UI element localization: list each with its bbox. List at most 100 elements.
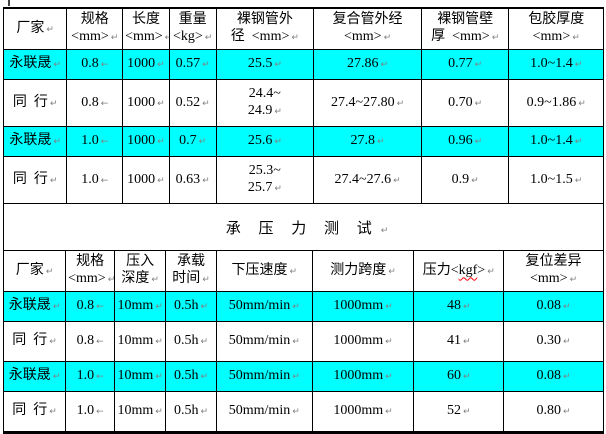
table-row: 永联晟 ↵ 1.0 ← 10mm ↵ 0.5h ↵ 50mm/min ↵ 1000mm ↵ 60 ↵ 0.0… <box>4 361 603 392</box>
column-header: 压入 深度 ↵ <box>114 250 167 292</box>
paragraph-mark: ↵ <box>474 60 483 70</box>
paragraph-mark: ↵ <box>274 107 282 117</box>
table-row: 永联晟 ↵ 1.0 ← 1000 ↵ 0.7 ↵ 25.6 ↵ 27.8 ↵ 0.96 ↵ 1.0~1.4 ↵ <box>4 126 603 157</box>
table-cell: 27.86 ↵ <box>313 49 422 80</box>
section-title-text: 承 压 力 测 试 <box>225 221 379 237</box>
table-cell: 1.0 ← <box>65 361 116 392</box>
paragraph-mark: ↵ <box>572 33 580 43</box>
paragraph-mark: ↵ <box>157 175 165 186</box>
paragraph-mark: ↵ <box>380 226 389 236</box>
paragraph-mark: ↵ <box>198 137 207 147</box>
paragraph-mark: ↵ <box>53 137 61 147</box>
table-cell: 25.6 ↵ <box>215 126 315 157</box>
table-cell: 同 行 ↵ <box>4 391 67 432</box>
table-cell: 0.8 ← <box>65 291 116 322</box>
paragraph-mark: ↵ <box>52 302 61 312</box>
document-page: 厂家↵规格 <mm>↵长度 <mm>↵重量 <kg>↵裸钢管外 径 <mm>↵复… <box>3 0 604 434</box>
paragraph-mark: ↵ <box>202 98 210 109</box>
table-cell: 0.63 ↵ <box>168 156 217 204</box>
paragraph-mark: ↵ <box>563 407 571 417</box>
table-cell: 0.7 ↵ <box>168 126 217 157</box>
column-header: 复位差异 <mm> ↵ <box>503 250 603 292</box>
table-row: 同 行 ↵ 0.8 ← 1000 ↵ 0.52 ↵ 24.4~ 24.9 ↵ 27.4~27.80 ↵… <box>4 79 603 127</box>
paragraph-mark-tick <box>8 0 10 6</box>
paragraph-mark: ↵ <box>274 60 282 70</box>
paragraph-mark: ↵ <box>462 372 471 382</box>
paragraph-mark: ↵ <box>292 407 300 417</box>
table-row: 永联晟 ↵ 0.8 ← 10mm ↵ 0.5h ↵ 50mm/min ↵ 1000mm ↵ 48 ↵ 0.0… <box>4 291 603 322</box>
paragraph-mark: ↵ <box>155 337 163 347</box>
paragraph-mark: ↵ <box>45 266 54 277</box>
table-cell: 1000mm ↵ <box>311 291 415 322</box>
paragraph-mark: ↵ <box>393 175 401 186</box>
paragraph-mark: ↵ <box>474 98 483 109</box>
column-header: 压力<kgf> ↵ <box>413 250 505 292</box>
table-cell: 同 行 ↵ <box>4 321 67 362</box>
column-header: 厂家 ↵ <box>4 8 68 50</box>
paragraph-mark: ↵ <box>383 33 392 43</box>
paragraph-mark: ↵ <box>462 407 471 417</box>
paragraph-mark: ↵ <box>200 372 208 382</box>
paragraph-mark: ↵ <box>155 372 163 382</box>
table-cell: 永联晟 ↵ <box>4 361 67 392</box>
column-header: 复合管外经 <mm> ↵ <box>313 8 422 50</box>
table-cell: 0.5h ↵ <box>165 361 217 392</box>
paragraph-mark: ↵ <box>157 60 165 70</box>
paragraph-mark: ← <box>100 60 109 70</box>
paragraph-mark: ← <box>100 98 109 109</box>
header-row: 厂家 ↵ 规格 <mm> ↵ 压入 深度 ↵ 承载 时间 ↵ 下压速度 ↵ 测力跨度 ↵ 压力<kgf>… <box>4 250 603 292</box>
paragraph-mark: ↵ <box>157 137 165 147</box>
pressure-test-table: 厂家 ↵ 规格 <mm> ↵ 压入 深度 ↵ 承载 时间 ↵ 下压速度 ↵ 测力跨度 ↵ 压力<kgf>… <box>4 250 603 432</box>
paragraph-mark: ← <box>96 337 104 347</box>
table-cell: 1.0~1.5 ↵ <box>508 156 603 204</box>
column-header: 测力跨度 ↵ <box>311 250 415 292</box>
table-cell: 1.0 ← <box>66 156 124 204</box>
table-cell: 10mm ↵ <box>114 391 167 432</box>
paragraph-mark: ↵ <box>491 33 500 43</box>
table-cell: 0.08 ↵ <box>503 291 603 322</box>
paragraph-mark: ↵ <box>563 372 571 382</box>
table-cell: 0.9~1.86 ↵ <box>508 79 603 127</box>
paragraph-mark: ↵ <box>385 302 393 312</box>
table-cell: 10mm ↵ <box>114 321 167 362</box>
table-cell: 0.80 ↵ <box>503 391 603 432</box>
header-row: 厂家↵规格 <mm>↵长度 <mm>↵重量 <kg>↵裸钢管外 径 <mm>↵复… <box>4 8 603 50</box>
paragraph-mark: ↵ <box>46 24 54 35</box>
paragraph-mark: ↵ <box>380 60 389 70</box>
pipe-dimension-table: 厂家↵规格 <mm>↵长度 <mm>↵重量 <kg>↵裸钢管外 径 <mm>↵复… <box>4 8 603 204</box>
paragraph-mark: ← <box>96 302 104 312</box>
table-cell: 60 ↵ <box>413 361 505 392</box>
column-header: 承载 时间 ↵ <box>165 250 217 292</box>
paragraph-mark: ↵ <box>49 175 58 186</box>
table-cell: 24.4~ 24.9 ↵ <box>215 79 315 127</box>
paragraph-mark: ↵ <box>49 98 58 109</box>
paragraph-mark: ↵ <box>155 407 163 417</box>
table-cell: 永联晟 ↵ <box>4 291 67 322</box>
table-cell: 0.5h ↵ <box>165 321 217 362</box>
paragraph-mark: ↵ <box>574 175 583 186</box>
paragraph-mark: ↵ <box>574 137 583 147</box>
table-cell: 10mm ↵ <box>114 361 167 392</box>
paragraph-mark: ↵ <box>292 302 300 312</box>
column-header: 规格 <mm> ↵ <box>66 8 124 50</box>
table-cell: 10mm ↵ <box>114 291 167 322</box>
table-cell: 0.52 ↵ <box>168 79 217 127</box>
table-cell: 27.8 ↵ <box>313 126 422 157</box>
column-header: 规格 <mm> ↵ <box>65 250 116 292</box>
paragraph-mark: ↵ <box>574 60 583 70</box>
table-cell: 同 行 ↵ <box>4 156 68 204</box>
table-cell: 0.08 ↵ <box>503 361 603 392</box>
paragraph-mark: ↵ <box>202 175 210 186</box>
column-header: 包胶厚度 <mm> ↵ <box>508 8 603 50</box>
paragraph-mark: ↵ <box>377 137 385 147</box>
paragraph-mark: ↵ <box>155 302 163 312</box>
paragraph-mark: ↵ <box>289 266 298 277</box>
paragraph-mark: ← <box>100 137 109 147</box>
table-cell: 1000mm ↵ <box>311 321 415 362</box>
paragraph-mark: ↵ <box>49 337 57 347</box>
table-cell: 41 ↵ <box>413 321 505 362</box>
table-cell: 0.96 ↵ <box>420 126 510 157</box>
paragraph-mark: ↵ <box>474 137 483 147</box>
paragraph-mark: ↵ <box>274 137 282 147</box>
paragraph-mark: ↵ <box>200 302 208 312</box>
